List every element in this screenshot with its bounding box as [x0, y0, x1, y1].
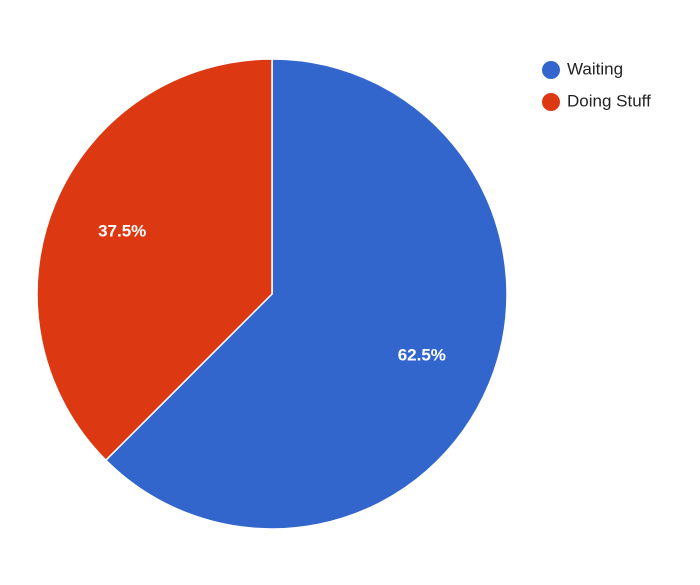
legend-marker-doing-stuff: [542, 93, 560, 111]
slice-label-waiting: 62.5%: [398, 346, 446, 365]
pie-slices: [36, 58, 508, 530]
legend: Waiting Doing Stuff: [542, 59, 651, 111]
slice-label-doing-stuff: 37.5%: [98, 221, 146, 240]
pie-slice-doing-stuff: [36, 58, 273, 462]
legend-label-waiting: Waiting: [567, 59, 623, 78]
legend-label-doing-stuff: Doing Stuff: [567, 91, 651, 110]
pie-slice-waiting: [104, 58, 508, 530]
legend-marker-waiting: [542, 61, 560, 79]
slice-labels: 62.5% 37.5%: [98, 221, 446, 364]
